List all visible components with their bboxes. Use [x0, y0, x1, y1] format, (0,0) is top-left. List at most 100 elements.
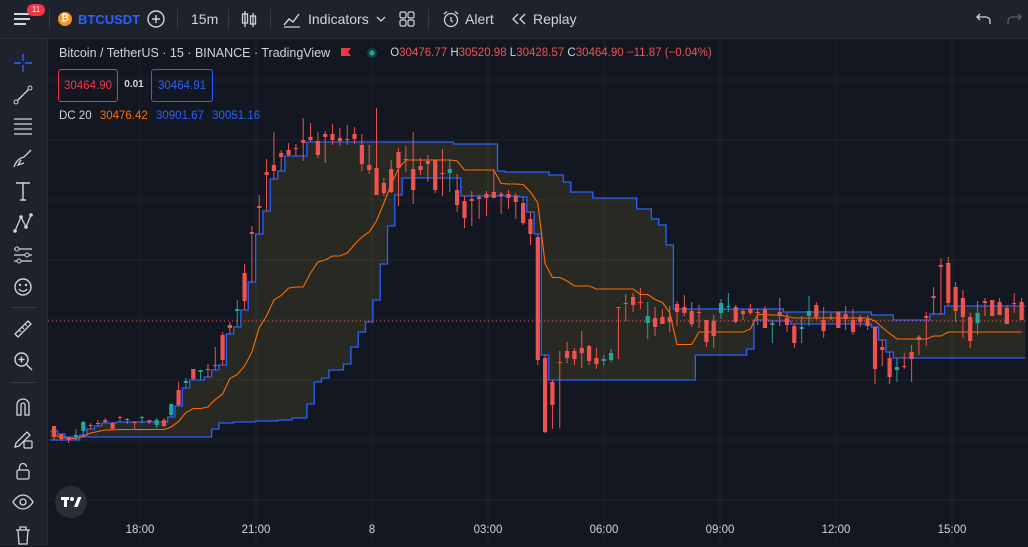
candle-body	[345, 139, 350, 140]
candle-body	[733, 307, 738, 322]
low-value: 30428.57	[516, 47, 565, 59]
spread-value: 0.01	[124, 79, 144, 90]
candle-body	[587, 346, 592, 361]
lock-drawings-icon[interactable]	[11, 427, 35, 451]
candle-body	[352, 134, 357, 139]
donchian-upper-line	[50, 141, 1026, 441]
symbol-search-button[interactable]: ₿ BTCUSDT	[58, 0, 140, 38]
text-icon[interactable]	[11, 179, 35, 203]
candle-body	[689, 311, 694, 324]
menu-button[interactable]	[12, 0, 32, 38]
eye-icon[interactable]	[11, 490, 35, 514]
market-status-icon[interactable]	[366, 47, 378, 59]
buy-price: 30464.91	[158, 79, 206, 92]
redo-icon	[1007, 13, 1022, 24]
buy-button[interactable]: 30464.91	[151, 69, 213, 102]
series-legend: Bitcoin / TetherUS · 15 · BINANCE · Trad…	[59, 46, 712, 60]
candle-body	[931, 296, 936, 298]
candle-body	[308, 137, 313, 140]
trash-icon[interactable]	[11, 523, 35, 547]
candle-body	[660, 317, 665, 324]
candle-body	[103, 420, 108, 422]
candle-body	[667, 317, 672, 322]
indicators-icon	[283, 13, 300, 28]
flag-icon[interactable]	[340, 47, 352, 59]
price-chart[interactable]	[48, 39, 1028, 546]
candle-body	[872, 327, 878, 369]
candle-body	[550, 382, 555, 405]
candle-body	[117, 417, 123, 418]
emoji-icon[interactable]	[11, 275, 35, 299]
candle-body	[770, 323, 775, 325]
trend-line-icon[interactable]	[11, 83, 35, 107]
candle-body	[235, 309, 240, 311]
candle-body	[858, 317, 863, 322]
templates-button[interactable]	[398, 0, 416, 38]
candle-body	[506, 194, 511, 198]
candle-body	[748, 309, 753, 313]
chart-grid	[48, 39, 1028, 546]
donchian-channel-fill	[50, 142, 1026, 440]
candle-body	[359, 145, 364, 164]
rewind-icon	[512, 13, 526, 25]
candle-body	[814, 305, 819, 317]
candle-body	[696, 312, 702, 313]
candle-body	[447, 169, 452, 173]
magnet-icon[interactable]	[11, 395, 35, 419]
tradingview-logo[interactable]	[55, 486, 87, 518]
candle-body	[411, 169, 416, 190]
candle-body	[271, 165, 276, 171]
indicators-dropdown[interactable]	[376, 0, 386, 38]
candle-body	[528, 219, 533, 234]
candle-body	[836, 312, 841, 328]
brush-icon[interactable]	[11, 147, 35, 171]
chart-type-button[interactable]	[240, 0, 258, 38]
zoom-in-icon[interactable]	[11, 349, 35, 373]
fib-icon[interactable]	[11, 114, 35, 138]
candle-body	[51, 426, 57, 437]
candle-body	[990, 300, 995, 316]
alert-button[interactable]: Alert	[441, 0, 494, 38]
pattern-icon[interactable]	[11, 211, 35, 235]
compare-symbol-button[interactable]	[146, 0, 166, 38]
undo-button[interactable]	[975, 0, 993, 38]
candle-body	[704, 320, 709, 342]
candle-body	[337, 138, 342, 141]
candle-body	[894, 367, 900, 370]
sell-button[interactable]: 30464.90	[58, 69, 118, 102]
candle-body	[462, 201, 467, 218]
candle-body	[982, 301, 987, 303]
candle-body	[953, 287, 958, 311]
ruler-icon[interactable]	[11, 317, 35, 341]
indicators-button[interactable]: Indicators	[282, 0, 369, 38]
high-value: 30520.98	[458, 47, 507, 59]
candles-icon	[241, 11, 257, 27]
candle-body	[960, 298, 965, 317]
candle-body	[330, 134, 335, 140]
undo-icon	[976, 13, 991, 24]
replay-button[interactable]: Replay	[511, 0, 577, 38]
time-axis-label: 03:00	[473, 524, 503, 536]
candle-body	[125, 419, 130, 420]
candle-body	[777, 312, 782, 316]
candle-body	[242, 273, 247, 301]
lock-icon[interactable]	[11, 459, 35, 483]
candle-body	[975, 313, 980, 323]
candle-body	[293, 148, 298, 149]
divider	[177, 9, 178, 29]
candle-body	[477, 197, 482, 199]
close-key: C	[567, 47, 576, 59]
time-axis-label: 21:00	[241, 524, 271, 536]
candle-body	[249, 232, 254, 234]
interval-button[interactable]: 15m	[191, 0, 218, 38]
candle-body	[609, 353, 614, 360]
candle-body	[653, 318, 658, 327]
indicator-legend[interactable]: DC 20 30476.42 30901.67 30051.16	[59, 110, 260, 122]
crosshair-icon[interactable]	[11, 51, 35, 75]
redo-button[interactable]	[1005, 0, 1023, 38]
replay-label: Replay	[533, 11, 577, 27]
candle-body	[718, 303, 724, 313]
candle-body	[154, 420, 159, 425]
forecast-icon[interactable]	[11, 243, 35, 267]
candle-body	[565, 351, 570, 358]
